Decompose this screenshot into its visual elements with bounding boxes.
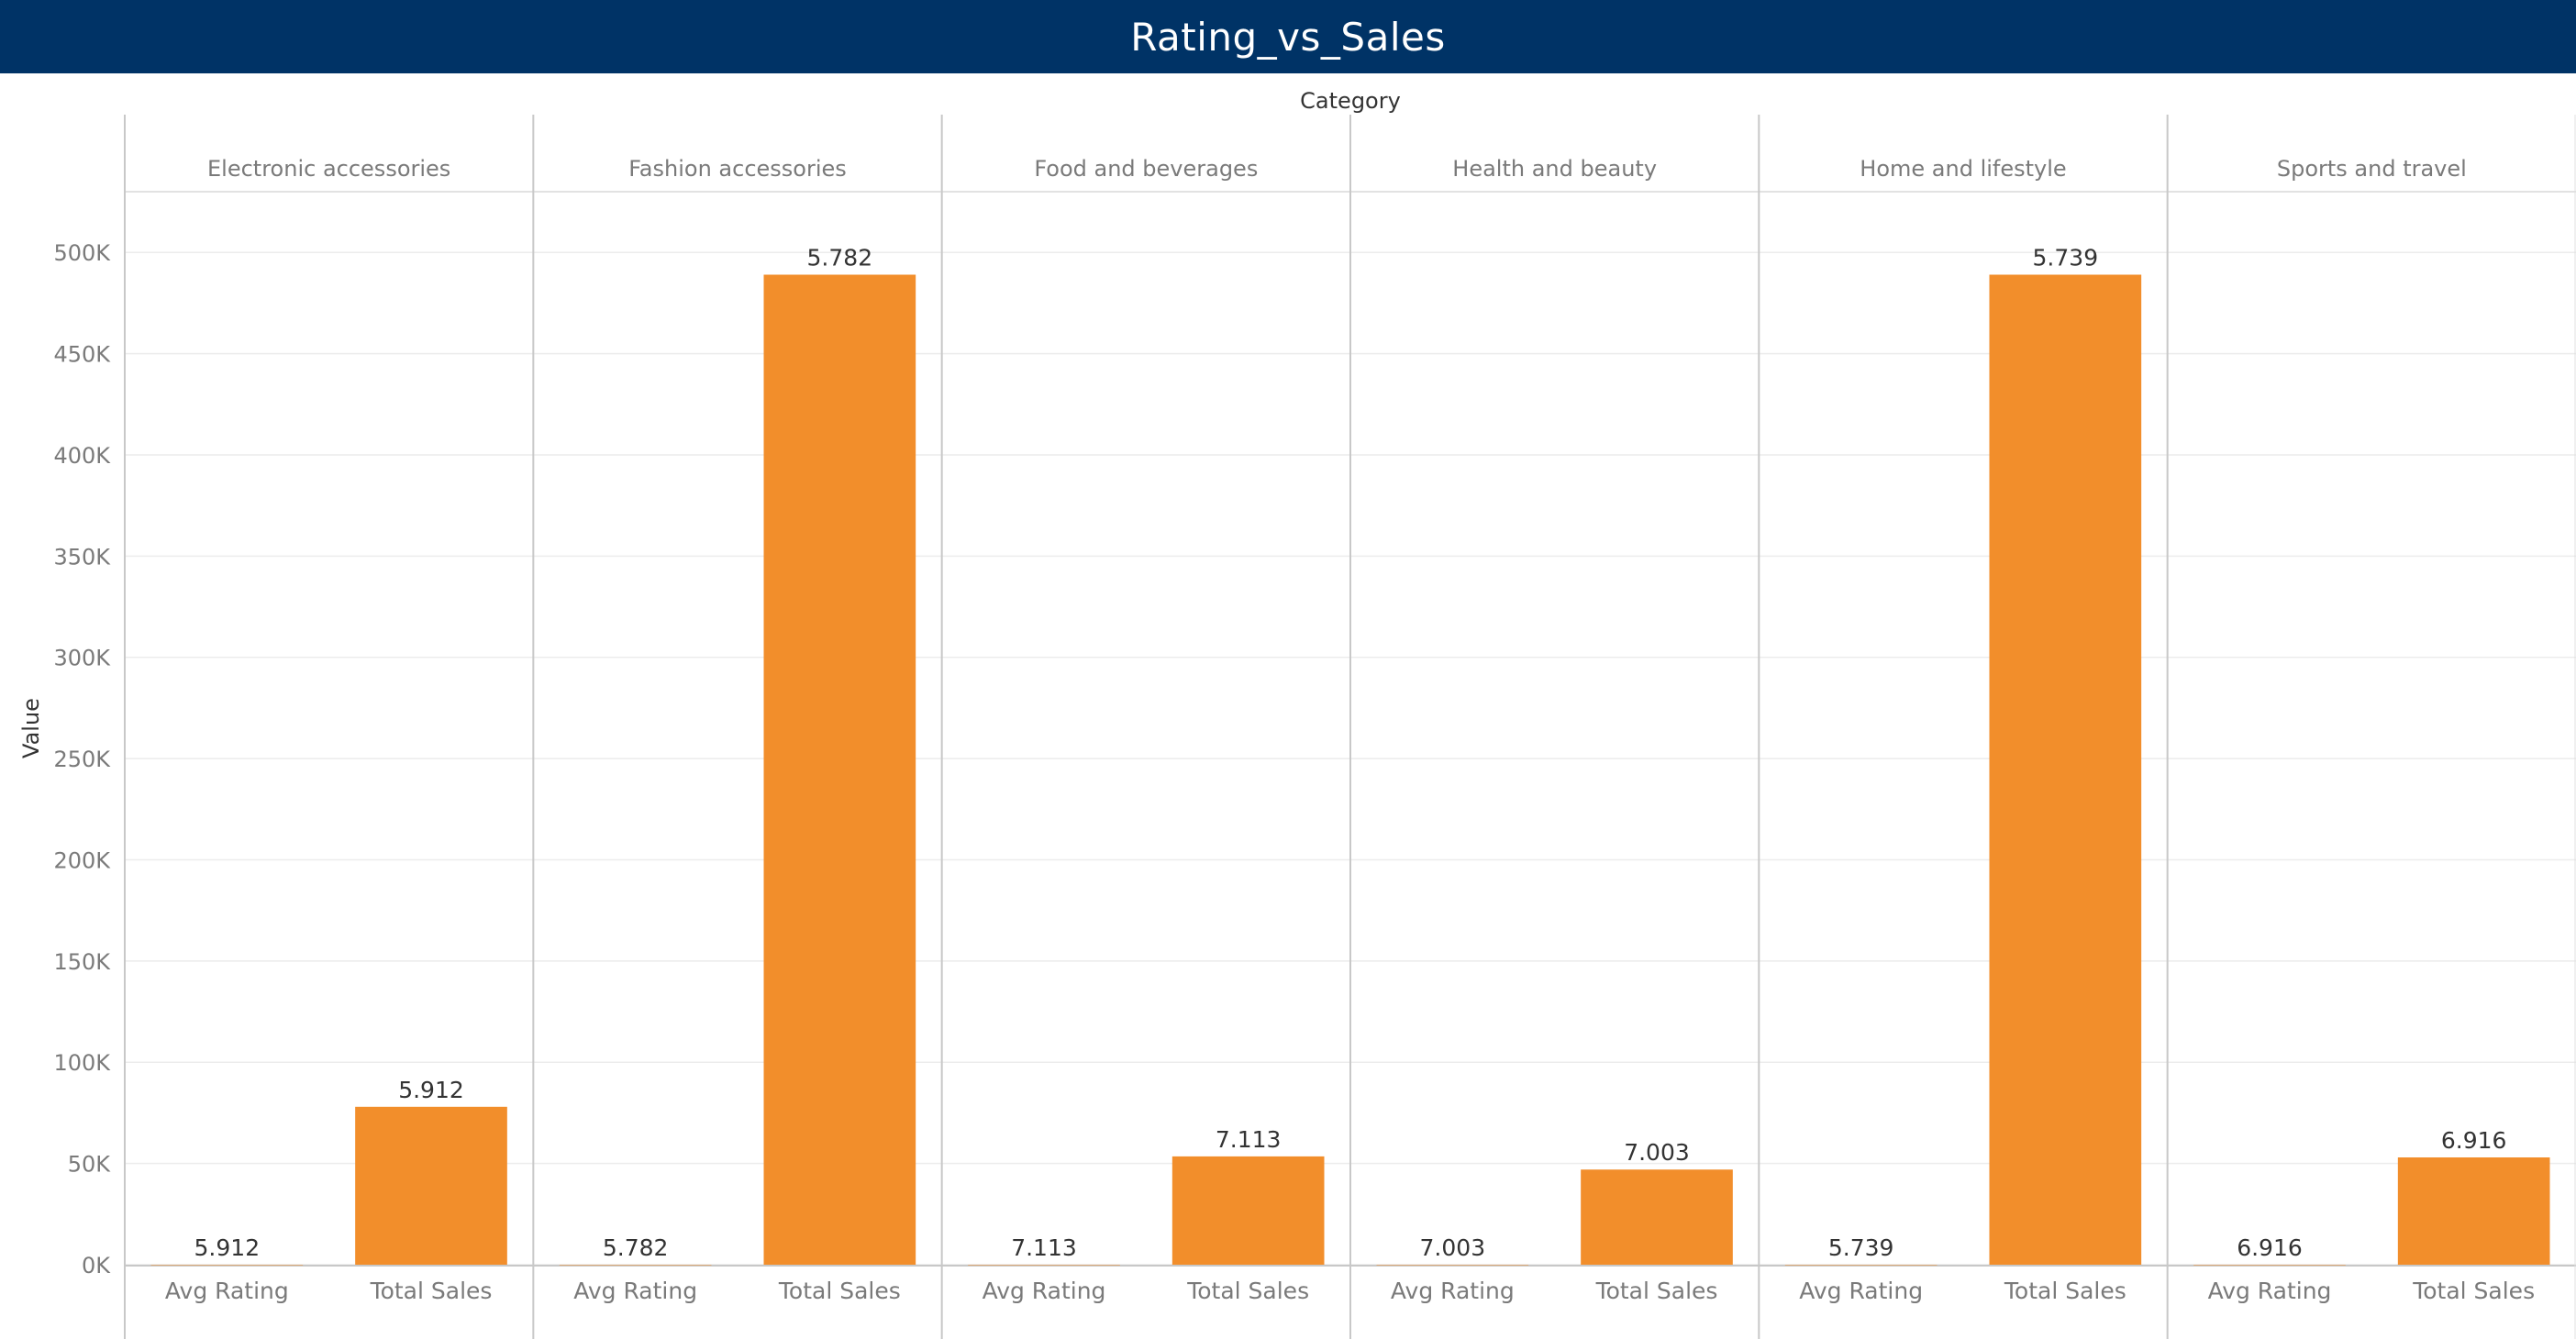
y-tick-label: 100K bbox=[53, 1050, 111, 1076]
data-label: 5.782 bbox=[603, 1234, 669, 1261]
bar bbox=[1581, 1169, 1733, 1265]
y-tick-label: 0K bbox=[82, 1253, 111, 1278]
bar bbox=[2193, 1264, 2346, 1266]
category-header: Health and beauty bbox=[1452, 156, 1657, 182]
y-tick-label: 250K bbox=[53, 747, 111, 772]
data-label: 5.739 bbox=[2033, 245, 2099, 271]
bar bbox=[763, 274, 916, 1266]
x-tick-label: Avg Rating bbox=[1799, 1278, 1923, 1304]
x-tick-label: Total Sales bbox=[1595, 1278, 1718, 1304]
y-tick-label: 400K bbox=[53, 443, 111, 469]
bar bbox=[1784, 1264, 1938, 1266]
x-tick-label: Total Sales bbox=[370, 1278, 493, 1304]
y-axis-label: Value bbox=[18, 698, 44, 758]
category-header: Fashion accessories bbox=[628, 156, 847, 182]
x-tick-label: Avg Rating bbox=[983, 1278, 1106, 1304]
x-tick-label: Avg Rating bbox=[1391, 1278, 1515, 1304]
data-label: 7.003 bbox=[1420, 1234, 1486, 1261]
data-label: 7.113 bbox=[1216, 1126, 1282, 1153]
x-tick-label: Avg Rating bbox=[165, 1278, 289, 1304]
category-header: Food and beverages bbox=[1034, 156, 1258, 182]
bar bbox=[1171, 1156, 1325, 1265]
y-tick-label: 200K bbox=[53, 847, 111, 873]
y-tick-label: 300K bbox=[53, 646, 111, 671]
bar bbox=[150, 1264, 304, 1266]
category-header: Sports and travel bbox=[2277, 156, 2467, 182]
data-label: 7.113 bbox=[1011, 1234, 1077, 1261]
x-tick-label: Total Sales bbox=[2412, 1278, 2535, 1304]
bar bbox=[559, 1264, 712, 1266]
data-label: 6.916 bbox=[2441, 1127, 2507, 1154]
y-tick-label: 150K bbox=[53, 949, 111, 975]
data-label: 7.003 bbox=[1624, 1139, 1690, 1166]
bar bbox=[968, 1264, 1120, 1266]
chart-title: Rating_vs_Sales bbox=[0, 0, 2576, 73]
bar bbox=[1989, 274, 2142, 1266]
x-tick-label: Avg Rating bbox=[2208, 1278, 2332, 1304]
category-header: Electronic accessories bbox=[207, 156, 450, 182]
x-tick-label: Avg Rating bbox=[573, 1278, 697, 1304]
y-tick-label: 500K bbox=[53, 240, 111, 266]
data-label: 5.912 bbox=[194, 1234, 261, 1261]
data-label: 5.782 bbox=[807, 245, 873, 271]
x-tick-label: Total Sales bbox=[1186, 1278, 1309, 1304]
bar bbox=[355, 1106, 507, 1265]
column-header-label: Category bbox=[1300, 88, 1401, 114]
data-label: 5.912 bbox=[398, 1077, 464, 1103]
bar bbox=[1376, 1264, 1529, 1266]
data-label: 5.739 bbox=[1828, 1234, 1894, 1261]
chart-area: 0K 50K 100K 150K 200K 250K 300K 350K 400K 450K 500… bbox=[18, 88, 2576, 1339]
x-tick-label: Total Sales bbox=[778, 1278, 901, 1304]
x-tick-label: Total Sales bbox=[2004, 1278, 2126, 1304]
y-tick-label: 350K bbox=[53, 544, 111, 570]
bar bbox=[2397, 1157, 2550, 1265]
category-header: Home and lifestyle bbox=[1860, 156, 2066, 182]
y-tick-label: 450K bbox=[53, 342, 111, 368]
y-tick-label: 50K bbox=[68, 1152, 112, 1178]
data-label: 6.916 bbox=[2237, 1234, 2303, 1261]
